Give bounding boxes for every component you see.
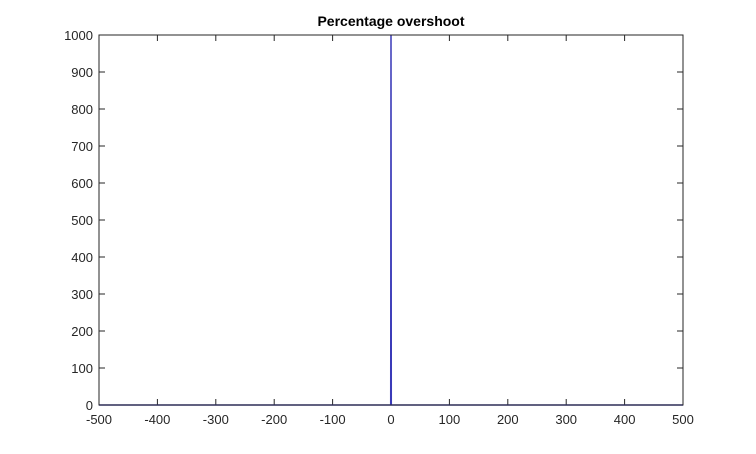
y-tick-label: 100 — [71, 361, 93, 376]
x-axis-ticks: -500 -400 -300 -200 -100 0 100 200 300 400 500 — [86, 35, 694, 427]
y-tick-label: 500 — [71, 213, 93, 228]
x-tick-label: 200 — [497, 412, 519, 427]
y-tick-label: 400 — [71, 250, 93, 265]
x-tick-label: 0 — [387, 412, 394, 427]
axes-box — [98, 34, 684, 406]
x-tick-label: 100 — [439, 412, 461, 427]
x-tick-label: -100 — [320, 412, 346, 427]
x-tick-label: -500 — [86, 412, 112, 427]
chart-title: Percentage overshoot — [317, 13, 464, 29]
y-tick-label: 300 — [71, 287, 93, 302]
y-tick-label: 800 — [71, 102, 93, 117]
x-tick-label: -400 — [144, 412, 170, 427]
y-axis-ticks: 0 100 200 300 400 500 600 700 800 900 1000 — [64, 28, 683, 413]
x-tick-label: -200 — [261, 412, 287, 427]
y-tick-label: 600 — [71, 176, 93, 191]
y-tick-label: 900 — [71, 65, 93, 80]
y-tick-label: 200 — [71, 324, 93, 339]
y-tick-label: 1000 — [64, 28, 93, 43]
x-tick-label: 400 — [614, 412, 636, 427]
x-tick-label: 300 — [555, 412, 577, 427]
x-tick-label: 500 — [672, 412, 694, 427]
y-tick-label: 700 — [71, 139, 93, 154]
y-tick-label: 0 — [86, 398, 93, 413]
x-tick-label: -300 — [203, 412, 229, 427]
